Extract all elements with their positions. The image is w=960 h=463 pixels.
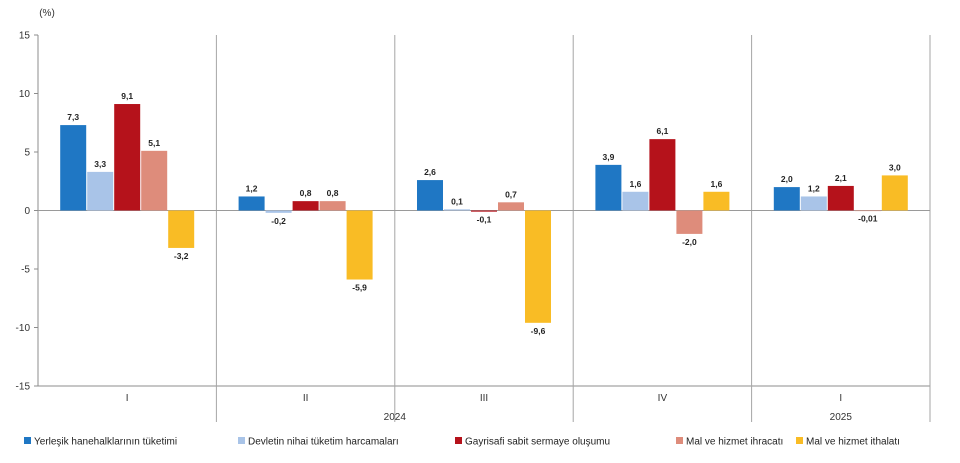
bar: [114, 104, 141, 211]
bar: [319, 201, 346, 211]
data-label: 2,6: [424, 167, 436, 177]
bar: [622, 191, 649, 211]
bar: [346, 210, 373, 280]
data-label: 3,9: [602, 152, 614, 162]
bar: [676, 210, 703, 234]
bar: [525, 210, 551, 323]
y-tick-label: 15: [19, 31, 31, 42]
data-label: 2,0: [781, 174, 793, 184]
data-label: 2,1: [835, 173, 847, 183]
y-tick-label: 10: [19, 89, 31, 100]
data-label: 3,0: [889, 162, 901, 172]
bar: [87, 171, 114, 211]
data-label: -5,9: [352, 283, 367, 293]
data-label: 7,3: [67, 112, 79, 122]
legend-label: Devletin nihai tüketim harcamaları: [248, 437, 399, 448]
data-label: 6,1: [656, 126, 668, 136]
x-tick-label: IV: [658, 393, 668, 404]
bar: [168, 210, 195, 248]
data-label: 0,7: [505, 189, 517, 199]
data-label: -0,01: [858, 214, 878, 224]
data-label: 1,6: [710, 179, 722, 189]
year-label: 2025: [830, 412, 853, 423]
y-tick-label: -5: [21, 265, 30, 276]
bar: [703, 191, 730, 211]
data-label: 1,2: [808, 183, 820, 193]
data-label: 3,3: [94, 159, 106, 169]
bar: [265, 210, 292, 213]
bar: [595, 164, 622, 211]
bar: [417, 180, 443, 211]
data-label: -2,0: [682, 237, 697, 247]
y-tick-label: -15: [16, 382, 31, 393]
x-tick-label: I: [126, 393, 129, 404]
y-axis-unit-label: (%): [39, 8, 55, 19]
data-label: 5,1: [148, 138, 160, 148]
legend-label: Mal ve hizmet ithalatı: [806, 437, 900, 448]
y-tick-label: 0: [24, 206, 30, 217]
legend-swatch: [24, 437, 31, 444]
data-label: -9,6: [531, 326, 546, 336]
plot-area: 15 10 5 0 -5 -10 -15 (%) 7,3 3,3 9,1 5,1 -3,2 I 1,2 -0,…: [16, 8, 931, 423]
legend-swatch: [676, 437, 683, 444]
legend-label: Yerleşik hanehalklarının tüketimi: [34, 437, 177, 448]
data-label: -0,1: [477, 215, 492, 225]
bar: [854, 210, 881, 212]
data-label: -3,2: [174, 251, 189, 261]
y-tick-label: 5: [24, 148, 30, 159]
bar: [292, 201, 319, 211]
data-label: 1,2: [246, 183, 258, 193]
legend-label: Gayrisafi sabit sermaye oluşumu: [465, 437, 610, 448]
x-tick-label: I: [839, 393, 842, 404]
x-tick-label: II: [303, 393, 309, 404]
legend-swatch: [796, 437, 803, 444]
data-label: -0,2: [271, 216, 286, 226]
legend-swatch: [455, 437, 462, 444]
bar: [827, 185, 854, 211]
legend-swatch: [238, 437, 245, 444]
bar: [141, 150, 168, 211]
bar: [773, 187, 800, 211]
data-label: 1,6: [629, 179, 641, 189]
y-tick-label: -10: [16, 323, 31, 334]
legend: Yerleşik hanehalklarının tüketimi Devleti…: [24, 437, 900, 448]
data-label: 0,8: [327, 188, 339, 198]
data-label: 9,1: [121, 91, 133, 101]
year-label: 2024: [384, 412, 407, 423]
bar: [881, 175, 908, 211]
bar: [471, 210, 497, 212]
bar: [800, 196, 827, 211]
bar: [444, 209, 470, 211]
data-label: 0,1: [451, 196, 463, 206]
bar: [60, 125, 87, 211]
bar: [649, 139, 676, 211]
legend-label: Mal ve hizmet ihracatı: [686, 437, 783, 448]
data-label: 0,8: [300, 188, 312, 198]
bar: [498, 202, 524, 211]
x-tick-label: III: [480, 393, 488, 404]
bar: [238, 196, 265, 211]
